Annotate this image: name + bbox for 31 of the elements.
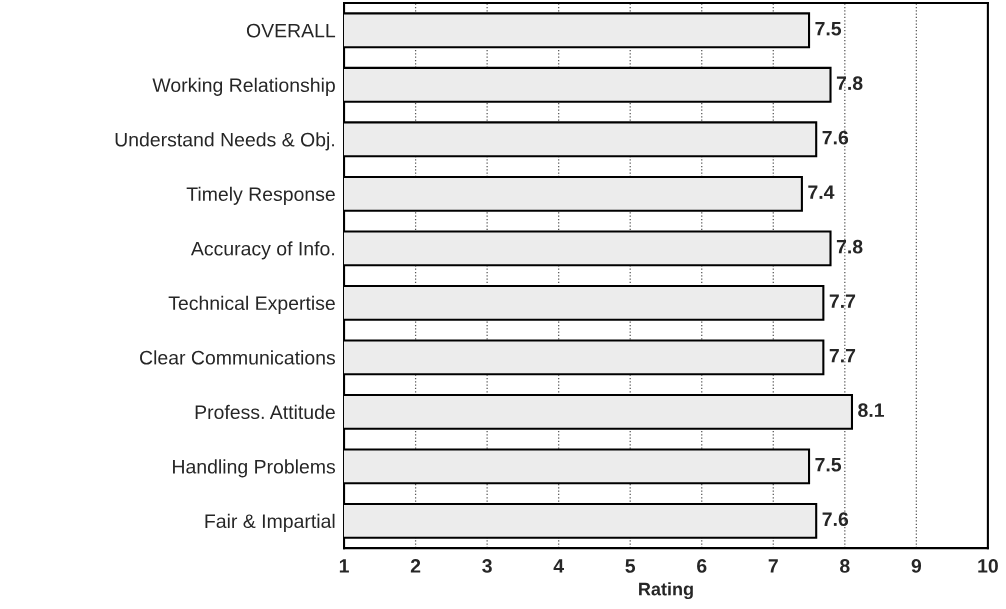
data-label: 7.8 [836,239,863,254]
x-tick-label: 2 [410,559,421,573]
x-tick-label: 8 [840,559,850,573]
y-tick-label: Fair & Impartial [205,513,335,532]
data-label: 7.4 [808,185,835,199]
data-label: 8.1 [858,403,885,418]
x-tick-label: 7 [768,559,778,573]
x-tick-label: 10 [978,559,998,573]
y-tick-label: OVERALL [246,23,336,38]
x-tick-label: 4 [553,559,564,573]
y-tick-label: Technical Expertise [168,295,335,314]
y-tick-label: Accuracy of Info. [190,241,334,260]
y-tick-label: Timely Response [186,186,335,205]
data-label: 7.7 [829,348,856,363]
x-axis-title: Rating [639,582,693,600]
data-label: 7.5 [815,457,842,472]
data-label: 7.6 [822,130,849,145]
y-tick-label: Profess. Attitude [195,404,335,420]
y-tick-label: Clear Communications [140,350,336,365]
y-tick-label: Handling Problems [173,459,336,478]
x-tick-label: 3 [482,559,492,573]
data-label: 7.6 [822,512,849,527]
x-tick-label: 5 [625,559,636,573]
data-label: 7.8 [836,76,863,91]
x-tick-label: 9 [911,559,922,573]
y-tick-label: Working Relationship [152,77,335,96]
data-label: 7.5 [815,21,842,36]
x-tick-label: 1 [339,559,349,573]
x-tick-label: 6 [697,559,707,573]
data-label: 7.7 [829,294,856,308]
y-tick-label: Understand Needs & Obj. [115,132,334,151]
